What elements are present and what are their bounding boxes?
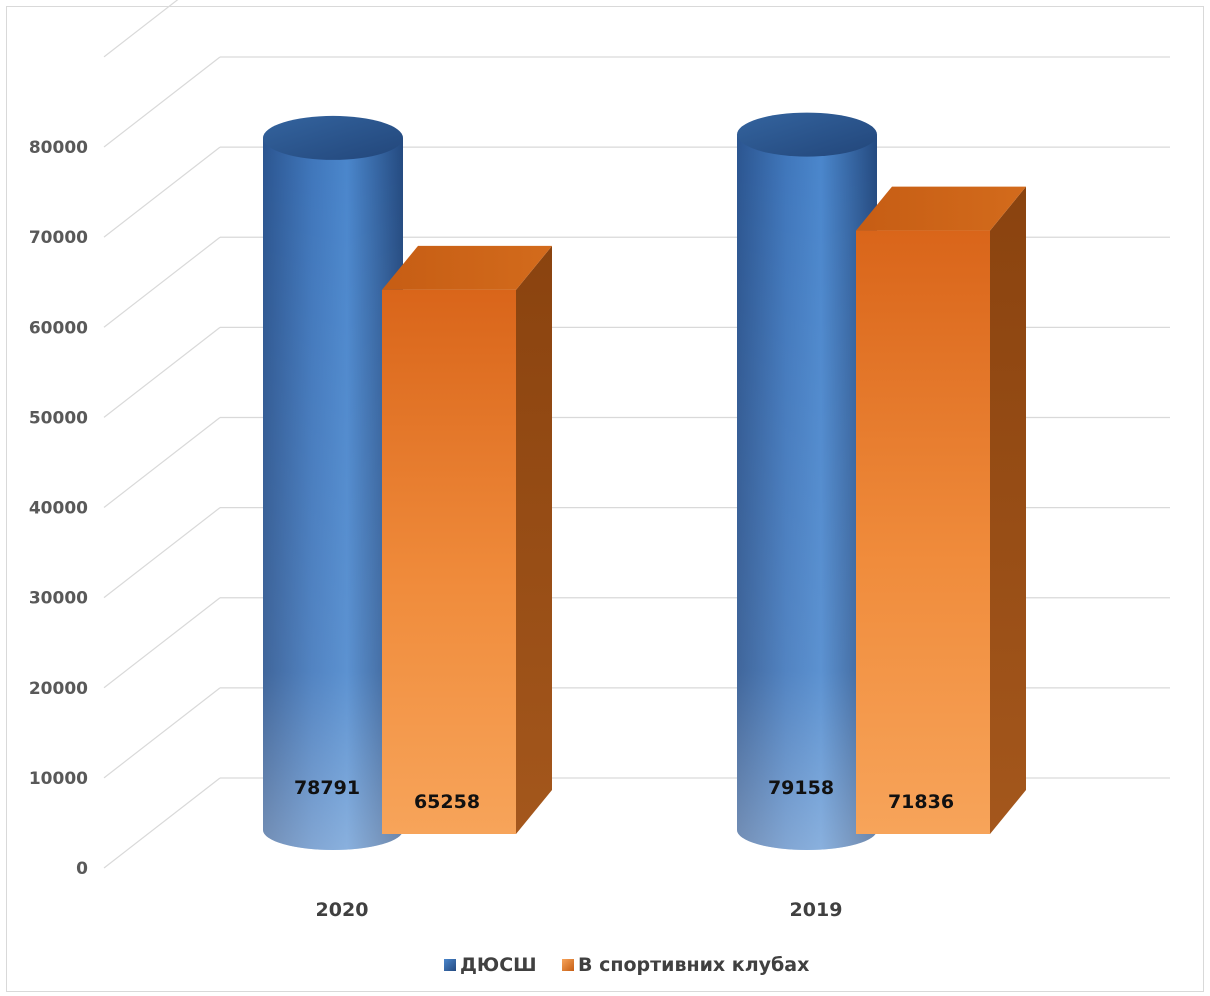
gridline-diagonal [103, 597, 221, 689]
data-label: 65258 [414, 791, 480, 813]
cylinder-top [737, 112, 877, 157]
legend-item: ДЮСШ [444, 954, 537, 976]
legend-swatch [562, 959, 574, 971]
gridline-diagonal [103, 326, 221, 418]
gridline-diagonal [103, 507, 221, 599]
bar-cylinder-2019 [737, 112, 877, 851]
cylinder-top [263, 115, 403, 160]
gridline-diagonal [103, 146, 221, 238]
data-label: 78791 [294, 777, 360, 799]
legend-swatch [444, 959, 456, 971]
gridline-diagonal [103, 56, 221, 148]
y-tick-label: 0 [76, 859, 88, 879]
gridline-diagonal [103, 236, 221, 328]
box-front [382, 289, 516, 834]
box-side [516, 245, 552, 834]
gridline-diagonal [103, 687, 221, 779]
y-tick-label: 50000 [29, 408, 88, 428]
gridline-diagonal [103, 777, 221, 869]
legend-item: В спортивних клубах [562, 954, 809, 976]
cylinder-shine [737, 134, 877, 851]
data-label: 71836 [888, 791, 954, 813]
x-tick-label: 2020 [316, 899, 369, 921]
box-front [856, 230, 990, 834]
gridline-diagonal [103, 0, 179, 58]
y-tick-label: 20000 [29, 679, 88, 699]
y-tick-label: 10000 [29, 769, 88, 789]
y-tick-label: 70000 [29, 228, 88, 248]
gridline-diagonal [103, 417, 221, 508]
bar-box-2020 [382, 245, 552, 834]
y-tick-label: 80000 [29, 138, 88, 158]
y-tick-label: 30000 [29, 589, 88, 609]
y-tick-label: 40000 [29, 499, 88, 519]
box-side [990, 186, 1026, 834]
x-tick-label: 2019 [790, 899, 843, 921]
box-top [856, 186, 1026, 231]
y-tick-label: 60000 [29, 318, 88, 338]
bar-cylinder-2020 [263, 115, 403, 850]
cylinder-shine [263, 137, 403, 850]
bar-box-2019 [856, 186, 1026, 834]
legend-label: В спортивних клубах [578, 954, 809, 976]
legend-label: ДЮСШ [460, 954, 537, 976]
data-label: 79158 [768, 777, 834, 799]
box-top [382, 245, 552, 290]
